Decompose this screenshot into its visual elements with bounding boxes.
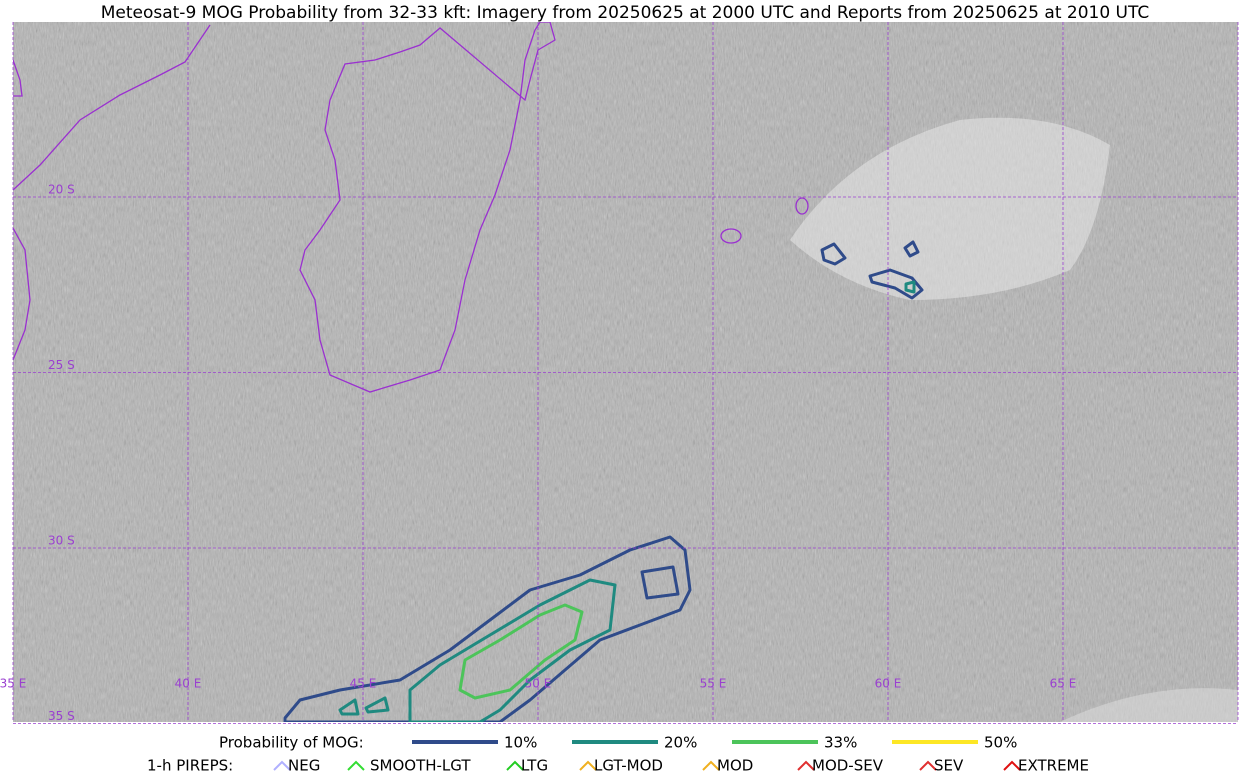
lon-label: 50 E <box>525 677 552 691</box>
legend-title: Probability of MOG: <box>219 734 364 752</box>
lat-label: 20 S <box>48 183 75 197</box>
pirep-label: SEV <box>934 757 964 775</box>
lon-label: 35 E <box>0 677 26 691</box>
lon-label: 40 E <box>175 677 202 691</box>
pirep-symbol <box>797 760 815 771</box>
contour-20 <box>904 280 916 294</box>
contour-20 <box>408 578 617 722</box>
island <box>720 228 742 244</box>
pirep-label: LTG <box>521 757 548 775</box>
pirep-label: NEG <box>288 757 320 775</box>
pirep-label: EXTREME <box>1018 757 1089 775</box>
lon-label: 60 E <box>875 677 902 691</box>
madagascar <box>299 22 556 393</box>
legend-label: 20% <box>664 734 697 752</box>
contour-10 <box>903 240 920 258</box>
contour-20 <box>364 696 390 714</box>
graticule: 35 E 40 E 45 E 50 E 55 E 60 E 65 E 20 S 25 S 30 S… <box>0 22 1239 724</box>
coastline <box>13 59 23 97</box>
contour-10 <box>283 535 692 722</box>
pireps-title: 1-h PIREPS: <box>147 757 233 775</box>
pirep-symbol <box>1003 760 1021 771</box>
pirep-symbol <box>919 760 937 771</box>
pirep-symbol <box>347 760 365 771</box>
cloud-feature <box>1060 688 1238 722</box>
lon-label: 55 E <box>700 677 727 691</box>
lat-label: 25 S <box>48 358 75 372</box>
lon-label: 65 E <box>1050 677 1077 691</box>
pirep-symbol <box>273 760 291 771</box>
legend-label: 50% <box>984 734 1017 752</box>
coastline <box>13 227 31 361</box>
lat-label: 30 S <box>48 534 75 548</box>
pirep-symbol <box>579 760 597 771</box>
legend: Probability of MOG: 10% 20% 33% 50% 1-h PIREP… <box>147 734 1089 775</box>
coastline <box>13 24 211 191</box>
contour-20 <box>338 698 360 716</box>
pirep-label: SMOOTH-LGT <box>370 757 471 775</box>
pirep-label: MOD-SEV <box>812 757 884 775</box>
lat-label: 35 S <box>48 709 75 723</box>
island <box>795 197 809 215</box>
legend-label: 10% <box>504 734 537 752</box>
legend-label: 33% <box>824 734 857 752</box>
title: Meteosat-9 MOG Probability from 32-33 kf… <box>101 3 1150 23</box>
contour-10 <box>868 268 924 300</box>
pirep-label: LGT-MOD <box>594 757 663 775</box>
lon-label: 45 E <box>350 677 377 691</box>
contour-10 <box>820 242 847 266</box>
cloud-feature <box>790 117 1110 301</box>
pirep-symbol <box>506 760 524 771</box>
pirep-symbol <box>702 760 720 771</box>
contour-33 <box>458 603 584 700</box>
contour-10 <box>640 565 680 600</box>
pirep-label: MOD <box>717 757 753 775</box>
map <box>13 22 1238 722</box>
